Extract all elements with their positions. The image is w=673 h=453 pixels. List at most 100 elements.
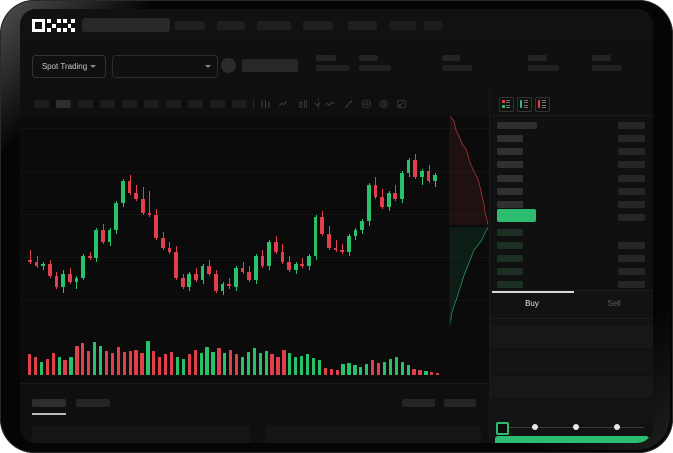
stat-1	[316, 55, 349, 71]
chevron-down-icon	[90, 65, 97, 68]
slider-step-75[interactable]	[614, 423, 620, 430]
timeframe-button-1[interactable]	[34, 100, 49, 108]
alert-icon[interactable]	[361, 99, 372, 109]
fullscreen-icon[interactable]	[396, 99, 407, 109]
chevron-down-icon[interactable]	[312, 99, 323, 109]
settings-icon[interactable]	[378, 99, 389, 109]
order-book-bid-row[interactable]	[497, 241, 523, 249]
volume-bar	[430, 371, 434, 375]
order-book-mode-bids-icon[interactable]	[517, 97, 532, 112]
order-book-bid-row-size[interactable]	[618, 280, 645, 288]
nav-item-2[interactable]	[217, 21, 245, 30]
stat-4	[528, 55, 559, 71]
active-tab-indicator	[32, 413, 66, 415]
order-book-ask-row[interactable]	[497, 187, 523, 195]
order-book-ask-row[interactable]	[497, 161, 523, 169]
timeframe-button-3[interactable]	[78, 100, 93, 108]
order-book-current-price[interactable]	[497, 209, 536, 222]
volume-bar	[371, 360, 375, 375]
candlestick-chart-icon[interactable]	[260, 99, 271, 109]
volume-bar	[388, 359, 393, 375]
order-book-header-right[interactable]	[618, 122, 645, 129]
order-field-4[interactable]	[490, 401, 653, 424]
order-book-ask-row-size[interactable]	[618, 148, 645, 156]
nav-item-1[interactable]	[175, 21, 205, 30]
order-book-bid-row[interactable]	[497, 254, 523, 262]
timeframe-button-2[interactable]	[56, 100, 71, 108]
timeframe-button-10[interactable]	[232, 100, 247, 108]
volume-bar	[258, 353, 262, 375]
volume-bar	[394, 356, 398, 375]
volume-bar	[341, 364, 345, 375]
order-field-1[interactable]	[490, 326, 653, 349]
timeframe-button-6[interactable]	[144, 100, 159, 108]
stat-5	[592, 55, 622, 71]
volume-bar	[175, 356, 180, 375]
order-book-bid-row[interactable]	[497, 267, 523, 275]
bottom-tab-1[interactable]	[32, 399, 66, 407]
volume-bar	[323, 367, 327, 375]
order-book-ask-row-size[interactable]	[618, 201, 645, 208]
nav-item-7[interactable]	[424, 21, 442, 30]
order-book-ask-row-size[interactable]	[618, 214, 645, 222]
volume-bar	[122, 351, 126, 375]
nav-item-6[interactable]	[390, 21, 416, 30]
volume-bar	[81, 343, 85, 375]
order-book-ask-row[interactable]	[497, 135, 523, 142]
order-book-bid-row[interactable]	[497, 280, 523, 288]
search-input[interactable]	[82, 18, 170, 32]
order-book-bid-row-size[interactable]	[618, 241, 645, 249]
timeframe-button-9[interactable]	[210, 100, 225, 108]
tab-sell[interactable]: Sell	[607, 299, 621, 308]
bottom-tab-2[interactable]	[76, 399, 110, 407]
bar-chart-icon[interactable]	[298, 99, 309, 109]
indicators-icon[interactable]	[325, 99, 336, 109]
order-book-ask-row-size[interactable]	[618, 187, 645, 195]
order-book-ask-row[interactable]	[497, 201, 523, 208]
bottom-tab-3[interactable]	[402, 399, 435, 407]
market-type-selector[interactable]: Spot Trading	[32, 55, 106, 78]
volume-bar	[376, 362, 381, 375]
order-book-ask-row-size[interactable]	[618, 161, 645, 169]
volume-bar	[418, 370, 422, 375]
nav-item-3[interactable]	[257, 21, 291, 30]
volume-bar	[217, 348, 221, 375]
order-book-bid-row-size[interactable]	[618, 254, 645, 262]
order-book-mode-both-icon[interactable]	[499, 97, 514, 112]
line-chart-icon[interactable]	[278, 99, 289, 109]
volume-bar	[276, 356, 280, 375]
amount-slider-handle[interactable]	[496, 422, 509, 435]
nav-item-5[interactable]	[348, 21, 377, 30]
order-book-mode-asks-icon[interactable]	[535, 97, 550, 112]
order-book-ask-row-size[interactable]	[618, 135, 645, 142]
slider-step-25[interactable]	[532, 423, 538, 430]
submit-buy-button[interactable]	[495, 436, 649, 443]
tab-buy[interactable]: Buy	[525, 299, 539, 308]
volume-chart[interactable]	[20, 331, 489, 383]
timeframe-button-7[interactable]	[166, 100, 181, 108]
timeframe-button-4[interactable]	[100, 100, 115, 108]
okx-logo-icon[interactable]	[32, 19, 75, 32]
order-field-2[interactable]	[490, 351, 653, 374]
order-book-bid-row[interactable]	[497, 228, 523, 236]
positions-panel	[265, 425, 481, 443]
order-book-ask-row-size[interactable]	[618, 174, 645, 182]
order-field-3[interactable]	[490, 376, 653, 399]
volume-bar	[181, 359, 186, 375]
order-book-header-left[interactable]	[497, 122, 537, 129]
order-book-ask-row[interactable]	[497, 148, 523, 156]
volume-bar	[98, 345, 103, 375]
drawing-tools-icon[interactable]	[343, 99, 354, 109]
timeframe-button-5[interactable]	[122, 100, 137, 108]
order-book-ask-row[interactable]	[497, 174, 523, 182]
trading-pair-selector[interactable]	[112, 55, 218, 78]
slider-step-50[interactable]	[573, 423, 579, 430]
volume-bar	[134, 349, 138, 375]
volume-bar	[365, 364, 369, 375]
nav-item-4[interactable]	[303, 21, 333, 30]
order-book-bid-row-size[interactable]	[618, 267, 645, 275]
price-chart[interactable]	[20, 116, 489, 331]
bottom-tab-4[interactable]	[444, 399, 476, 407]
timeframe-button-8[interactable]	[188, 100, 203, 108]
volume-bar	[240, 356, 245, 375]
